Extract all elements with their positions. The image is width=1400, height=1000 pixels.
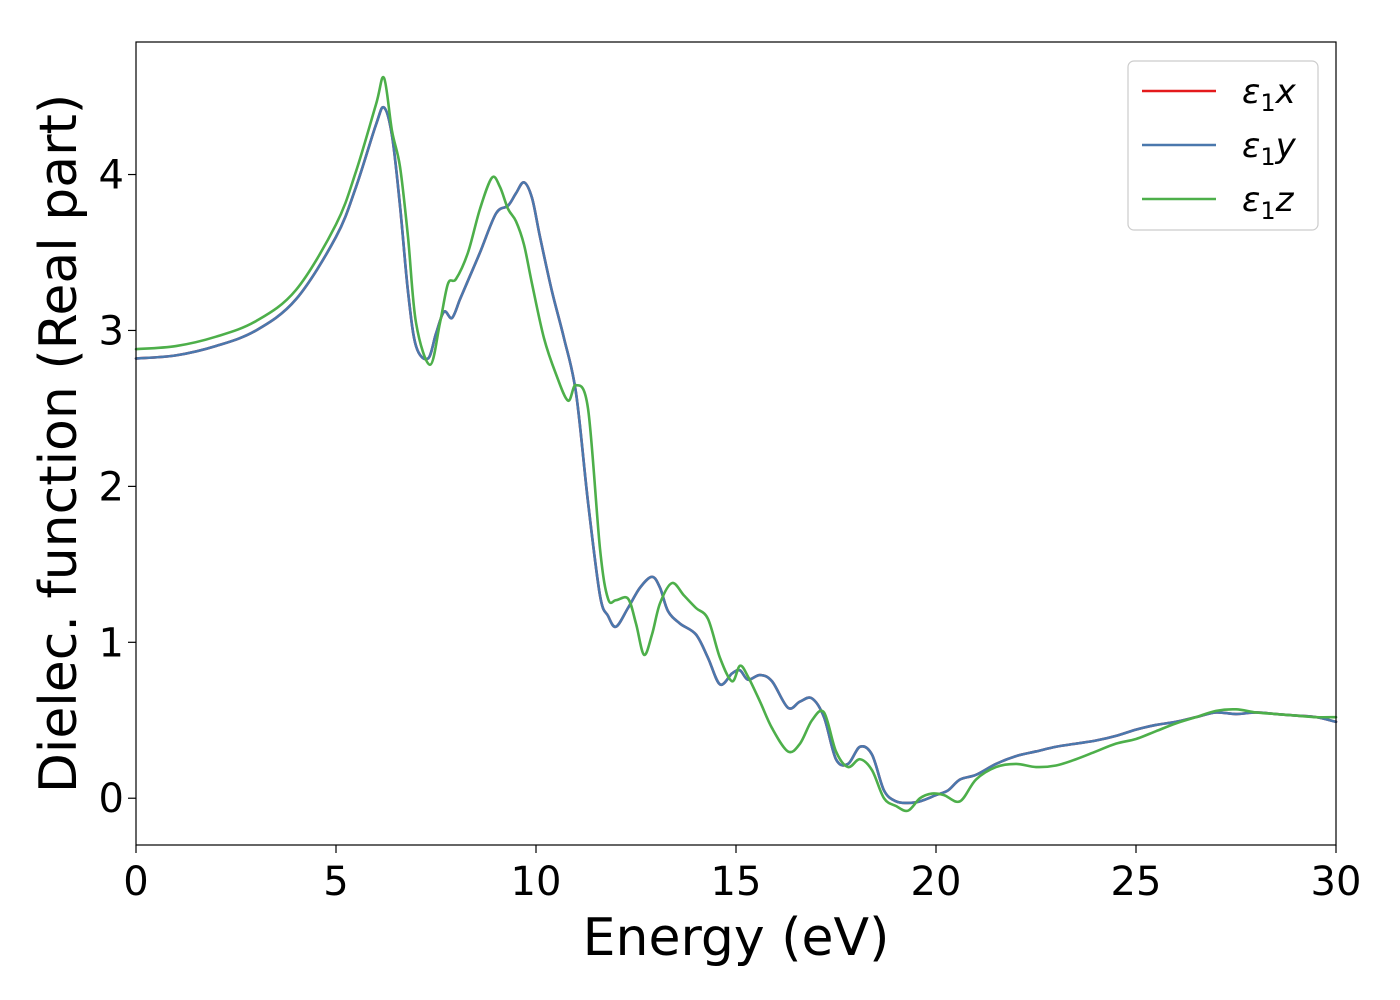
x-tick-label: 0 [123, 859, 148, 905]
x-tick-label: 30 [1311, 859, 1362, 905]
x-tick-label: 15 [711, 859, 762, 905]
y-tick-label: 3 [99, 308, 124, 354]
series-line-z [134, 75, 1338, 813]
legend-box [1127, 60, 1319, 231]
legend-label-z: ε1z [1242, 180, 1295, 225]
x-tick-label: 5 [323, 859, 348, 905]
x-axis-ticks: 0 5 10 15 20 25 30 [123, 845, 1361, 905]
series-line-y [134, 105, 1338, 805]
x-tick-label: 20 [911, 859, 962, 905]
x-axis-label: Energy (eV) [583, 908, 890, 968]
legend-label-variable: y [1275, 126, 1297, 166]
y-axis-label: Dielec. function (Real part) [29, 94, 89, 793]
legend-label-subscript: 1 [1260, 143, 1275, 171]
legend-label-subscript: 1 [1260, 197, 1275, 225]
legend-label-base: ε [1242, 72, 1260, 112]
legend-label-variable: z [1275, 180, 1295, 220]
legend-label-base: ε [1242, 126, 1260, 166]
y-axis-ticks: 0 1 2 3 4 [99, 153, 136, 822]
y-tick-label: 0 [99, 776, 124, 822]
legend-label-subscript: 1 [1260, 89, 1275, 117]
y-tick-label: 1 [99, 620, 124, 666]
legend-label-y: ε1y [1242, 126, 1297, 171]
legend-label-variable: x [1275, 72, 1297, 112]
x-tick-label: 10 [511, 859, 562, 905]
x-tick-label: 25 [1111, 859, 1162, 905]
y-tick-label: 2 [99, 464, 124, 510]
legend-label-x: ε1x [1242, 72, 1297, 117]
legend-label-base: ε [1242, 180, 1260, 220]
series-layer [134, 75, 1338, 813]
y-tick-label: 4 [99, 153, 124, 199]
